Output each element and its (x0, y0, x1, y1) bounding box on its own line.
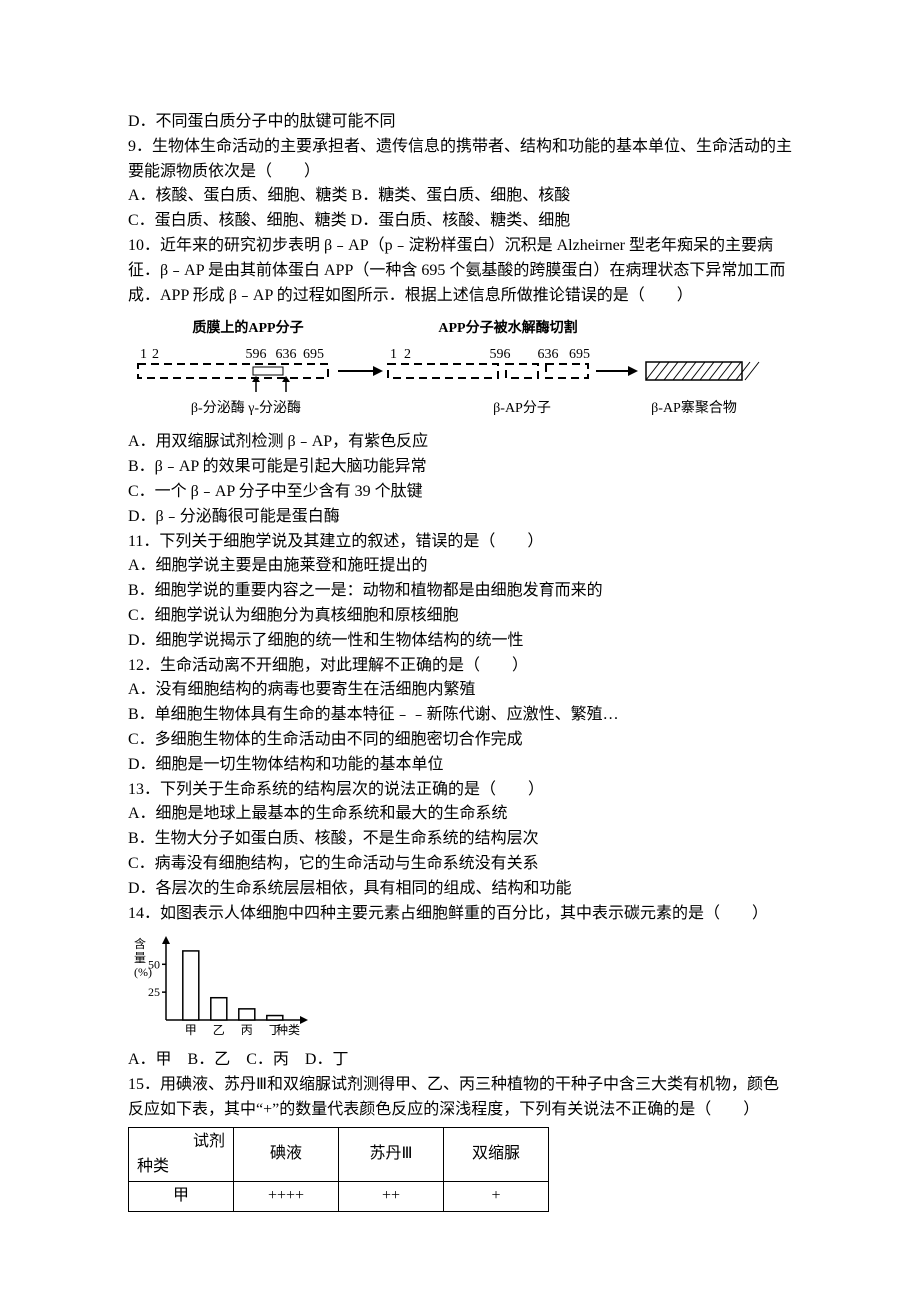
svg-text:636: 636 (276, 347, 297, 362)
q9-opts-ab: A．核酸、蛋白质、细胞、糖类 B．糖类、蛋白质、细胞、核酸 (128, 184, 792, 209)
q8-opt-d: D．不同蛋白质分子中的肽键可能不同 (128, 110, 792, 135)
svg-text:β-分泌酶 γ-分泌酶: β-分泌酶 γ-分泌酶 (191, 400, 301, 416)
svg-text:(%): (%) (134, 965, 152, 979)
q11-opt-a: A．细胞学说主要是由施莱登和施旺提出的 (128, 554, 792, 579)
q11-opt-c: C．细胞学说认为细胞分为真核细胞和原核细胞 (128, 604, 792, 629)
q12-opt-c: C．多细胞生物体的生命活动由不同的细胞密切合作完成 (128, 728, 792, 753)
svg-text:丙: 丙 (241, 1023, 253, 1037)
q9-stem: 9．生物体生命活动的主要承担者、遗传信息的携带者、结构和功能的基本单位、生命活动… (128, 135, 792, 185)
table-cell: ++++ (234, 1182, 339, 1212)
svg-text:695: 695 (569, 347, 590, 362)
svg-text:APP分子被水解酶切割: APP分子被水解酶切割 (438, 319, 577, 336)
svg-text:2: 2 (404, 347, 411, 362)
table-header-left: 试剂种类 (129, 1127, 234, 1182)
svg-text:量: 量 (134, 951, 146, 965)
svg-text:β-AP分子: β-AP分子 (493, 400, 551, 416)
svg-text:1: 1 (390, 347, 397, 362)
q12-opt-d: D．细胞是一切生物体结构和功能的基本单位 (128, 753, 792, 778)
q11-opt-b: B．细胞学说的重要内容之一是：动物和植物都是由细胞发育而来的 (128, 579, 792, 604)
q10-figure: 质膜上的APP分子APP分子被水解酶切割12596636695β-分泌酶 γ-分… (128, 314, 768, 424)
svg-text:种类: 种类 (276, 1023, 300, 1037)
svg-text:695: 695 (303, 347, 324, 362)
svg-text:乙: 乙 (213, 1023, 225, 1037)
q13-opt-b: B．生物大分子如蛋白质、核酸，不是生命系统的结构层次 (128, 827, 792, 852)
q10-stem: 10．近年来的研究初步表明 β﹣AP（p﹣淀粉样蛋白）沉积是 Alzheirne… (128, 234, 792, 308)
q14-stem: 14．如图表示人体细胞中四种主要元素占细胞鲜重的百分比，其中表示碳元素的是（ ） (128, 902, 792, 927)
table-col-header: 碘液 (234, 1127, 339, 1182)
table-cell: ++ (339, 1182, 444, 1212)
q10-opt-c: C．一个 β﹣AP 分子中至少含有 39 个肽键 (128, 480, 792, 505)
svg-text:25: 25 (148, 985, 160, 999)
svg-text:含: 含 (134, 936, 146, 951)
q13-opt-a: A．细胞是地球上最基本的生命系统和最大的生命系统 (128, 802, 792, 827)
table-col-header: 苏丹Ⅲ (339, 1127, 444, 1182)
svg-text:甲: 甲 (185, 1023, 197, 1037)
table-row-name: 甲 (129, 1182, 234, 1212)
q10-opt-b: B．β﹣AP 的效果可能是引起大脑功能异常 (128, 455, 792, 480)
table-cell: + (444, 1182, 549, 1212)
q11-opt-d: D．细胞学说揭示了细胞的统一性和生物体结构的统一性 (128, 629, 792, 654)
q13-opt-d: D．各层次的生命系统层层相依，具有相同的组成、结构和功能 (128, 877, 792, 902)
q15-stem: 15．用碘液、苏丹Ⅲ和双缩脲试剂测得甲、乙、丙三种植物的干种子中含三大类有机物，… (128, 1073, 792, 1123)
svg-text:596: 596 (490, 347, 511, 362)
q12-opt-a: A．没有细胞结构的病毒也要寄生在活细胞内繁殖 (128, 678, 792, 703)
table-col-header: 双缩脲 (444, 1127, 549, 1182)
q14-opts: A．甲 B．乙 C．丙 D．丁 (128, 1048, 792, 1073)
q14-chart: 2550含量(%)甲乙丙丁种类 (128, 932, 318, 1042)
svg-text:1: 1 (140, 347, 147, 362)
q15-table: 试剂种类碘液苏丹Ⅲ双缩脲甲+++++++ (128, 1127, 549, 1212)
q12-opt-b: B．单细胞生物体具有生命的基本特征﹣﹣新陈代谢、应激性、繁殖… (128, 703, 792, 728)
svg-text:质膜上的APP分子: 质膜上的APP分子 (192, 319, 303, 336)
q11-stem: 11．下列关于细胞学说及其建立的叙述，错误的是（ ） (128, 530, 792, 555)
svg-text:636: 636 (538, 347, 559, 362)
q12-stem: 12．生命活动离不开细胞，对此理解不正确的是（ ） (128, 654, 792, 679)
q13-opt-c: C．病毒没有细胞结构，它的生命活动与生命系统没有关系 (128, 852, 792, 877)
q10-opt-a: A．用双缩脲试剂检测 β﹣AP，有紫色反应 (128, 430, 792, 455)
svg-text:596: 596 (246, 347, 267, 362)
q10-opt-d: D．β﹣分泌酶很可能是蛋白酶 (128, 505, 792, 530)
q13-stem: 13．下列关于生命系统的结构层次的说法正确的是（ ） (128, 778, 792, 803)
q9-opts-cd: C．蛋白质、核酸、细胞、糖类 D．蛋白质、核酸、糖类、细胞 (128, 209, 792, 234)
svg-text:β-AP寨聚合物: β-AP寨聚合物 (651, 399, 737, 416)
svg-text:2: 2 (152, 347, 159, 362)
